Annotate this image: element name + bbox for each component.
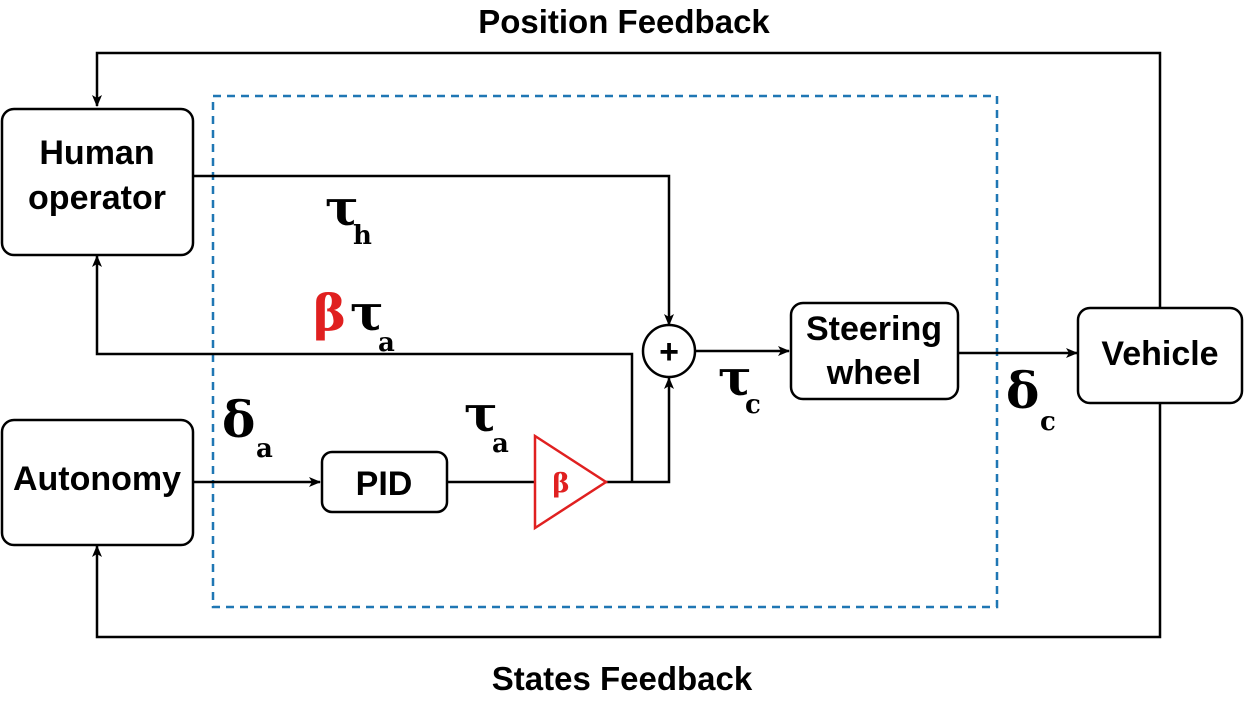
svg-text:δ: δ bbox=[1006, 361, 1039, 420]
svg-text:h: h bbox=[353, 221, 372, 251]
svg-text:a: a bbox=[256, 434, 273, 464]
position-feedback-label: Position Feedback bbox=[478, 3, 770, 40]
connection-wires bbox=[92, 51, 1162, 639]
tau-a-label: τ a bbox=[464, 384, 509, 459]
svg-text:c: c bbox=[745, 390, 761, 420]
shared-control-region bbox=[211, 94, 999, 609]
svg-text:β: β bbox=[552, 469, 569, 499]
svg-text:τ: τ bbox=[718, 348, 752, 407]
delta-a-label: δ a bbox=[222, 390, 273, 464]
delta-c-label: δ c bbox=[1006, 361, 1056, 437]
svg-text:+: + bbox=[659, 333, 679, 371]
svg-text:τ: τ bbox=[350, 283, 384, 342]
states-feedback-label: States Feedback bbox=[492, 660, 753, 697]
svg-text:Human: Human bbox=[39, 134, 154, 172]
svg-text:Vehicle: Vehicle bbox=[1101, 335, 1218, 373]
svg-text:wheel: wheel bbox=[826, 354, 921, 392]
tau-h-label: τ h bbox=[325, 178, 372, 251]
beta-gain-block: β bbox=[533, 433, 609, 531]
svg-text:a: a bbox=[378, 328, 395, 358]
svg-text:a: a bbox=[492, 429, 509, 459]
autonomy-block: Autonomy bbox=[0, 418, 195, 547]
svg-text:c: c bbox=[1040, 407, 1056, 437]
tau-c-label: τ c bbox=[718, 348, 761, 420]
svg-text:β: β bbox=[313, 283, 346, 342]
steering-wheel-block: Steering wheel bbox=[789, 301, 960, 401]
svg-text:τ: τ bbox=[464, 384, 498, 443]
svg-text:δ: δ bbox=[222, 390, 255, 449]
svg-text:PID: PID bbox=[356, 465, 413, 503]
svg-text:Steering: Steering bbox=[806, 310, 942, 348]
vehicle-block: Vehicle bbox=[1076, 306, 1244, 405]
pid-block: PID bbox=[320, 450, 449, 514]
human-operator-block: Human operator bbox=[0, 107, 195, 257]
svg-text:Autonomy: Autonomy bbox=[13, 460, 181, 498]
summing-junction: + bbox=[641, 323, 697, 379]
beta-tau-a-label: β τ a bbox=[313, 283, 395, 358]
svg-text:τ: τ bbox=[325, 178, 359, 237]
svg-text:operator: operator bbox=[28, 179, 166, 217]
